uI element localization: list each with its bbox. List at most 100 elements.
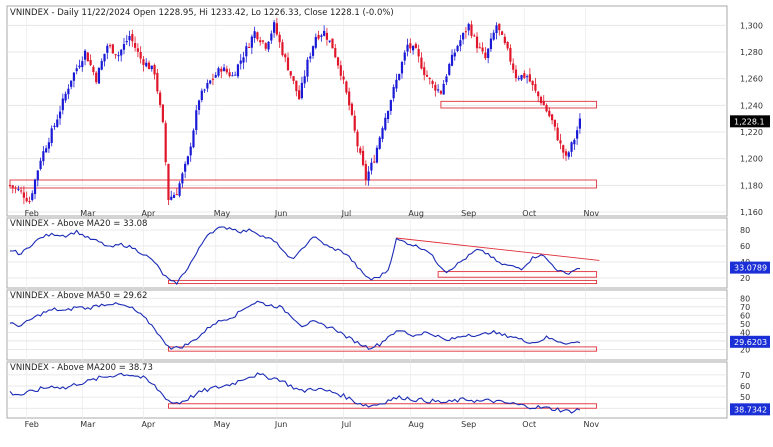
y-tick-label: 20 (740, 274, 750, 283)
candle-body (225, 68, 228, 73)
candle-body (378, 137, 381, 149)
candle-body (217, 68, 220, 76)
support-zone (440, 100, 598, 109)
candle-body (473, 35, 476, 37)
candle-body (456, 45, 459, 51)
y-tick-label: 1,180 (740, 181, 763, 190)
last-value-badge (730, 403, 770, 416)
candle-body (286, 57, 290, 71)
candle-body (270, 33, 273, 41)
candle-body (298, 90, 301, 100)
candle-body (250, 36, 253, 48)
candle-body (33, 179, 37, 194)
x-tick-label: May (214, 420, 231, 429)
candle-body (356, 131, 359, 147)
candle-body (325, 32, 329, 40)
y-tick-label: 50 (740, 320, 750, 329)
candle-body (92, 66, 95, 73)
candle-body (100, 61, 103, 70)
candle-body (150, 65, 153, 70)
x-tick-label: Apr (141, 420, 156, 429)
candle-body (117, 55, 120, 57)
candle-body (562, 145, 565, 153)
candle-body (495, 25, 498, 34)
last-value-label: 1,228.1 (734, 117, 765, 126)
candle-body (428, 78, 431, 80)
candle-body (450, 54, 454, 66)
candle-body (467, 23, 470, 31)
candle-body (431, 81, 434, 84)
candle-body (523, 73, 526, 78)
last-value-label: 33.0789 (734, 264, 767, 273)
candle-body (45, 148, 48, 153)
candle-body (72, 72, 76, 81)
candle-body (323, 30, 326, 36)
candle-body (498, 23, 501, 31)
candle-body (464, 31, 468, 33)
last-value-label: 38.7342 (734, 405, 767, 414)
candle-body (500, 31, 504, 35)
candle-body (200, 90, 203, 101)
candle-body (159, 92, 162, 105)
candle-body (253, 31, 256, 39)
candle-body (256, 32, 259, 40)
candle-body (97, 68, 101, 84)
candle-body (142, 59, 145, 65)
candle-body (195, 110, 198, 130)
candle-body (439, 90, 442, 94)
candle-body (53, 125, 56, 128)
candle-body (303, 76, 306, 84)
candle-body (161, 104, 164, 123)
candle-body (539, 96, 543, 104)
candle-body (534, 84, 537, 91)
x-tick-label: Aug (408, 420, 424, 429)
candle-body (47, 142, 51, 149)
candle-body (348, 91, 351, 106)
candle-body (20, 190, 23, 192)
y-tick-label: 1,220 (740, 128, 763, 137)
ma200-panel-title: VNINDEX - Above MA200 = 38.73 (10, 363, 153, 373)
series-line (9, 300, 581, 350)
candle-body (103, 53, 106, 62)
candle-body (384, 117, 387, 130)
candle-body (147, 62, 151, 70)
candle-body (261, 40, 265, 42)
candle-body (70, 80, 73, 87)
x-tick-label: Nov (583, 209, 599, 218)
candle-body (95, 72, 98, 83)
candle-body (170, 196, 173, 200)
candle-body (156, 72, 159, 92)
candle-body (414, 44, 417, 49)
candle-body (353, 115, 356, 131)
candle-body (175, 194, 178, 196)
candle-body (178, 183, 181, 196)
candle-body (28, 201, 31, 203)
candle-body (400, 62, 404, 74)
candle-body (425, 74, 429, 77)
candle-body (320, 35, 323, 37)
candle-body (164, 123, 167, 163)
y-tick-label: 80 (740, 226, 750, 235)
candle-body (392, 87, 395, 99)
candle-body (242, 57, 245, 63)
candle-body (58, 111, 62, 119)
candle-body (245, 46, 248, 57)
candle-body (336, 57, 340, 66)
candle-body (120, 49, 123, 56)
candle-body (445, 76, 448, 83)
price-panel-title: VNINDEX - Daily 11/22/2024 Open 1228.95,… (10, 8, 394, 18)
candle-body (553, 119, 556, 127)
y-tick-label: 20 (740, 345, 750, 354)
ma20-panel-title: VNINDEX - Above MA20 = 33.08 (10, 219, 147, 229)
x-tick-label: Apr (141, 209, 156, 218)
price-panel: VNINDEX - Daily 11/22/2024 Open 1228.95,… (6, 5, 770, 218)
y-tick-label: 1,160 (740, 208, 763, 217)
x-tick-label: Mar (80, 420, 96, 429)
candle-body (420, 57, 423, 69)
candle-body (131, 34, 134, 42)
candle-body (576, 130, 579, 139)
candle-body (548, 110, 551, 117)
x-tick-label: Sep (461, 209, 476, 218)
candle-body (517, 78, 520, 80)
